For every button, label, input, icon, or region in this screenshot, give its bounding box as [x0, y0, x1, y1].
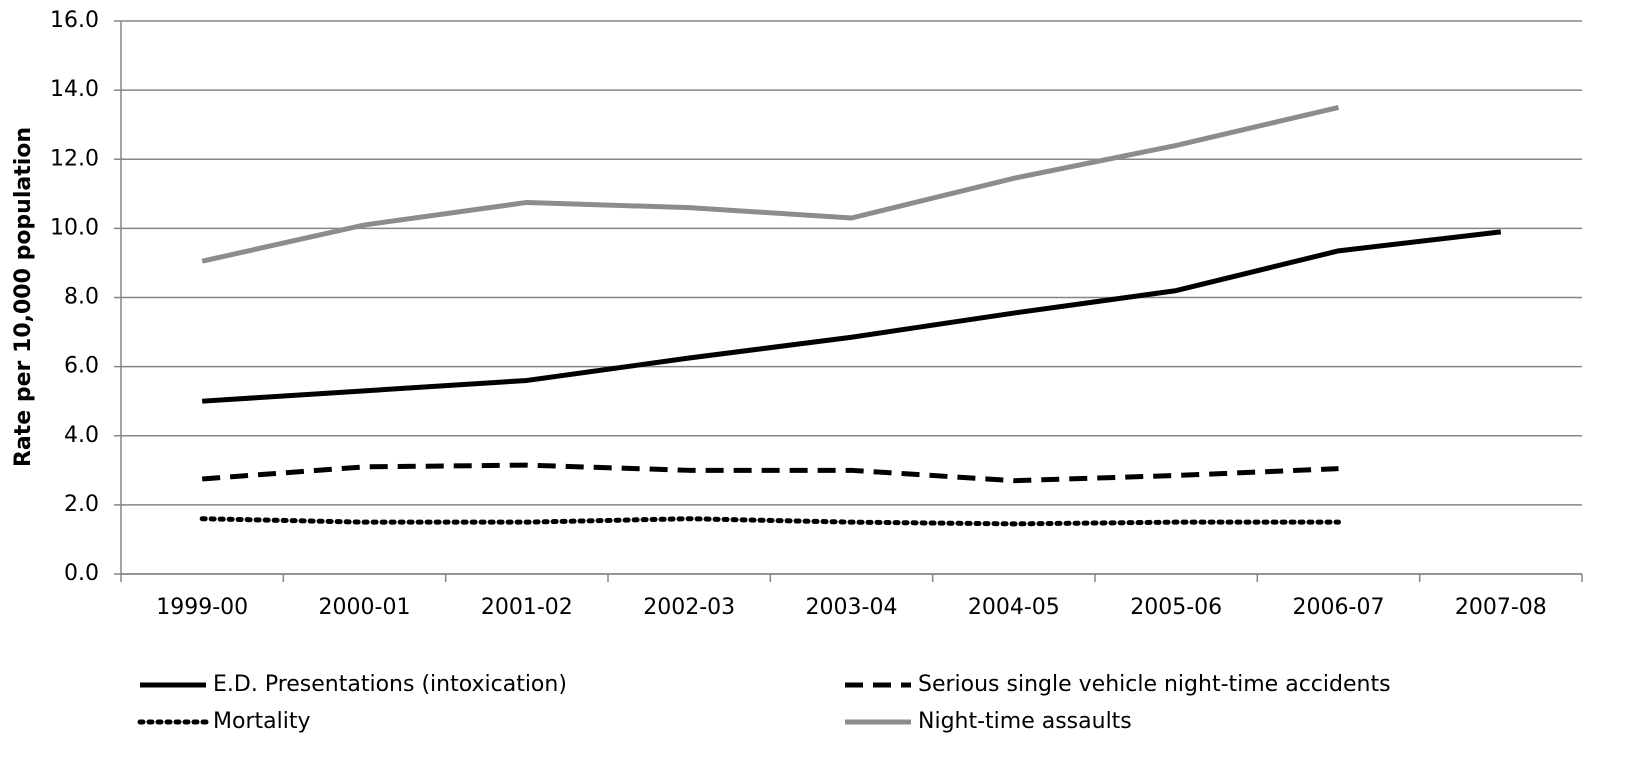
y-tick-label: 2.0 — [64, 492, 99, 517]
x-tick-label: 2004-05 — [968, 595, 1060, 620]
y-tick-label: 14.0 — [50, 77, 99, 102]
y-axis-title: Rate per 10,000 population — [11, 127, 36, 467]
x-tick-label: 2003-04 — [806, 595, 898, 620]
y-tick-label: 0.0 — [64, 561, 99, 586]
x-tick-label: 2002-03 — [643, 595, 735, 620]
x-tick-label: 2007-08 — [1455, 595, 1547, 620]
legend-label: E.D. Presentations (intoxication) — [213, 672, 567, 697]
y-tick-label: 10.0 — [50, 215, 99, 240]
x-tick-label: 2006-07 — [1293, 595, 1385, 620]
y-tick-label: 4.0 — [64, 423, 99, 448]
legend-label: Mortality — [213, 709, 310, 734]
series-line — [201, 104, 1340, 264]
legend-label: Serious single vehicle night-time accide… — [918, 672, 1391, 697]
x-tick-label: 1999-00 — [156, 595, 248, 620]
y-tick-label: 12.0 — [50, 146, 99, 171]
series-line — [199, 516, 1341, 527]
x-tick-label: 2000-01 — [319, 595, 411, 620]
series-line — [202, 229, 1502, 404]
y-tick-label: 6.0 — [64, 354, 99, 379]
x-tick-label: 2001-02 — [481, 595, 573, 620]
series-line — [201, 462, 1339, 484]
x-tick-label: 2005-06 — [1130, 595, 1222, 620]
y-tick-label: 16.0 — [50, 8, 99, 33]
legend-label: Night-time assaults — [918, 709, 1132, 734]
y-tick-label: 8.0 — [64, 285, 99, 310]
